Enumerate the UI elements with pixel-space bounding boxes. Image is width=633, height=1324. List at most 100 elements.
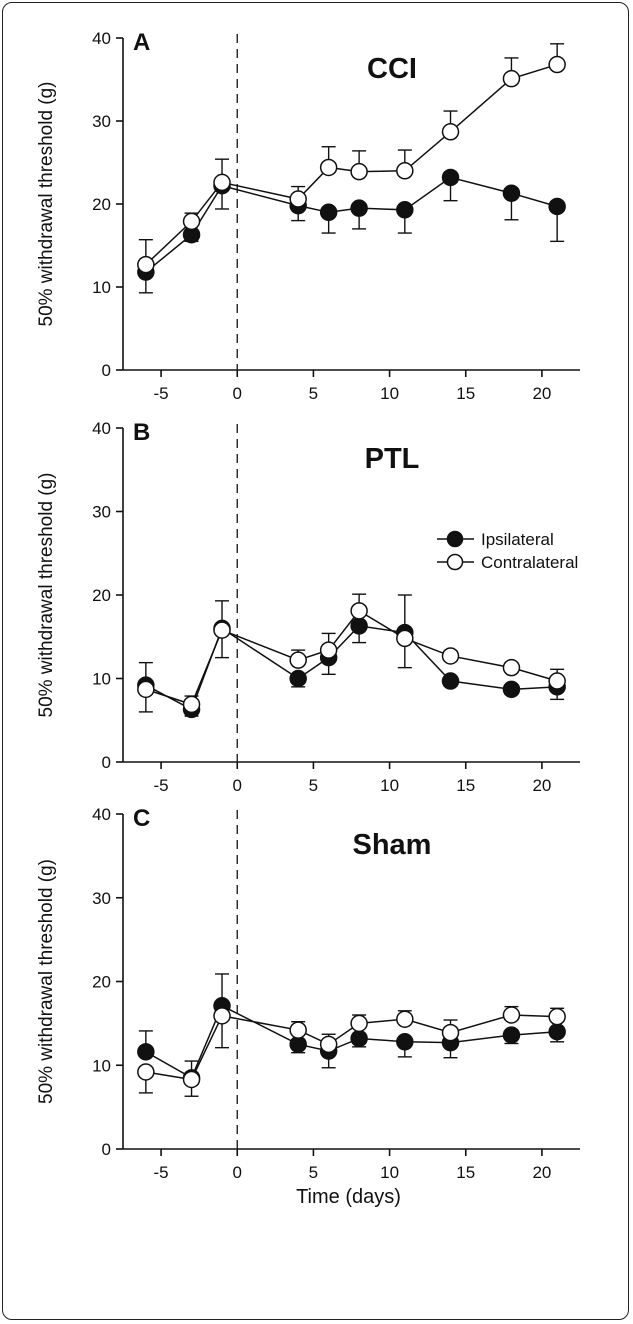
point-contralateral <box>548 672 566 690</box>
legend-marker <box>446 530 464 548</box>
x-tick-label: -5 <box>154 776 169 795</box>
point-contralateral <box>396 629 414 648</box>
y-axis-label: 50% withdrawal threshold (g) <box>36 81 57 326</box>
point-contralateral <box>350 1014 368 1033</box>
x-tick-label: 5 <box>309 776 318 795</box>
point-ipsilateral <box>441 672 460 690</box>
point-contralateral <box>396 162 414 180</box>
panel-b: 0 10 20 30 40 -5 0 5 10 15 20 50% withdrawal thresh… <box>36 419 580 795</box>
y-tick-label: 0 <box>102 1140 111 1159</box>
point-contralateral <box>441 123 460 141</box>
point-contralateral <box>350 162 368 181</box>
series-contra <box>137 43 566 274</box>
y-tick-label: 30 <box>92 889 111 908</box>
point-ipsilateral <box>441 168 460 187</box>
y-axis-label: 50% withdrawal threshold (g) <box>36 859 57 1104</box>
panel-letter: C <box>133 805 150 832</box>
point-contralateral <box>502 69 521 88</box>
point-ipsilateral <box>548 197 566 216</box>
y-tick-label: 30 <box>92 503 111 522</box>
point-contralateral <box>441 1023 460 1042</box>
series-line <box>145 1014 558 1081</box>
point-contralateral <box>319 1035 338 1054</box>
point-ipsilateral <box>396 1033 414 1051</box>
y-tick-label: 40 <box>92 805 111 824</box>
point-ipsilateral <box>502 1026 521 1044</box>
point-contralateral <box>137 1063 155 1081</box>
x-axis-label: Time (days) <box>296 1186 401 1208</box>
x-tick-label: 20 <box>532 384 551 403</box>
y-axis-label: 50% withdrawal threshold (g) <box>36 472 57 717</box>
x-tick-label: 15 <box>456 776 475 795</box>
point-ipsilateral <box>319 203 338 222</box>
point-contralateral <box>213 621 231 639</box>
y-tick-label: 10 <box>92 278 111 297</box>
point-ipsilateral <box>350 1029 368 1048</box>
series-contra <box>137 1005 566 1097</box>
x-tick-label: 10 <box>380 1163 399 1182</box>
point-ipsilateral <box>289 669 307 688</box>
x-tick-label: 20 <box>532 1163 551 1182</box>
panel-title: CCI <box>367 53 417 85</box>
y-tick-label: 40 <box>92 419 111 438</box>
point-contralateral <box>289 190 307 208</box>
x-tick-label: -5 <box>154 384 169 403</box>
point-contralateral <box>396 1010 414 1028</box>
panel-c: 0 10 20 30 40 -5 0 5 10 15 20 50% withdrawal thresh… <box>36 805 580 1208</box>
panel-letter: A <box>133 29 150 56</box>
point-ipsilateral <box>350 617 368 635</box>
y-tick-label: 0 <box>102 361 111 380</box>
series-line <box>145 1004 558 1079</box>
point-ipsilateral <box>502 184 521 202</box>
y-tick-label: 10 <box>92 670 111 689</box>
series-line <box>145 609 558 706</box>
point-contralateral <box>441 647 460 665</box>
series-contra <box>137 593 566 714</box>
point-contralateral <box>213 173 231 192</box>
series-ipsi <box>137 973 566 1087</box>
panel-a: 0 10 20 30 40 -5 0 5 10 15 20 50% withdrawal thresh… <box>36 29 580 403</box>
series-line <box>145 176 558 273</box>
x-tick-label: 0 <box>233 776 242 795</box>
point-contralateral <box>137 255 155 274</box>
point-contralateral <box>289 1021 307 1039</box>
point-ipsilateral <box>137 1043 155 1061</box>
legend: Ipsilateral Contralateral <box>437 530 578 572</box>
legend-label: Ipsilateral <box>481 530 554 549</box>
point-ipsilateral <box>502 680 521 699</box>
point-contralateral <box>502 658 521 677</box>
point-contralateral <box>548 1007 566 1026</box>
point-ipsilateral <box>396 201 414 219</box>
point-contralateral <box>213 1007 231 1025</box>
y-tick-label: 20 <box>92 586 111 605</box>
legend-label: Contralateral <box>481 553 578 572</box>
point-contralateral <box>350 602 368 620</box>
point-contralateral <box>182 1070 201 1089</box>
y-tick-label: 0 <box>102 753 111 772</box>
x-tick-label: 5 <box>309 1163 318 1182</box>
legend-marker <box>446 553 464 571</box>
series-line <box>145 63 558 266</box>
panel-letter: B <box>133 419 150 446</box>
panel-title: Sham <box>353 829 432 861</box>
point-contralateral <box>319 158 338 177</box>
point-contralateral <box>548 55 566 74</box>
point-contralateral <box>289 651 307 669</box>
y-tick-label: 10 <box>92 1056 111 1075</box>
y-tick-label: 20 <box>92 973 111 992</box>
x-tick-label: 20 <box>532 776 551 795</box>
x-tick-label: 10 <box>380 776 399 795</box>
x-tick-label: 10 <box>380 384 399 403</box>
x-tick-label: -5 <box>154 1163 169 1182</box>
y-tick-label: 30 <box>92 112 111 131</box>
x-tick-label: 15 <box>456 1163 475 1182</box>
panel-title: PTL <box>365 443 420 475</box>
point-contralateral <box>182 212 201 231</box>
y-tick-label: 40 <box>92 29 111 48</box>
point-contralateral <box>502 1006 521 1024</box>
x-tick-label: 0 <box>233 1163 242 1182</box>
point-contralateral <box>137 680 155 699</box>
point-contralateral <box>182 695 201 714</box>
